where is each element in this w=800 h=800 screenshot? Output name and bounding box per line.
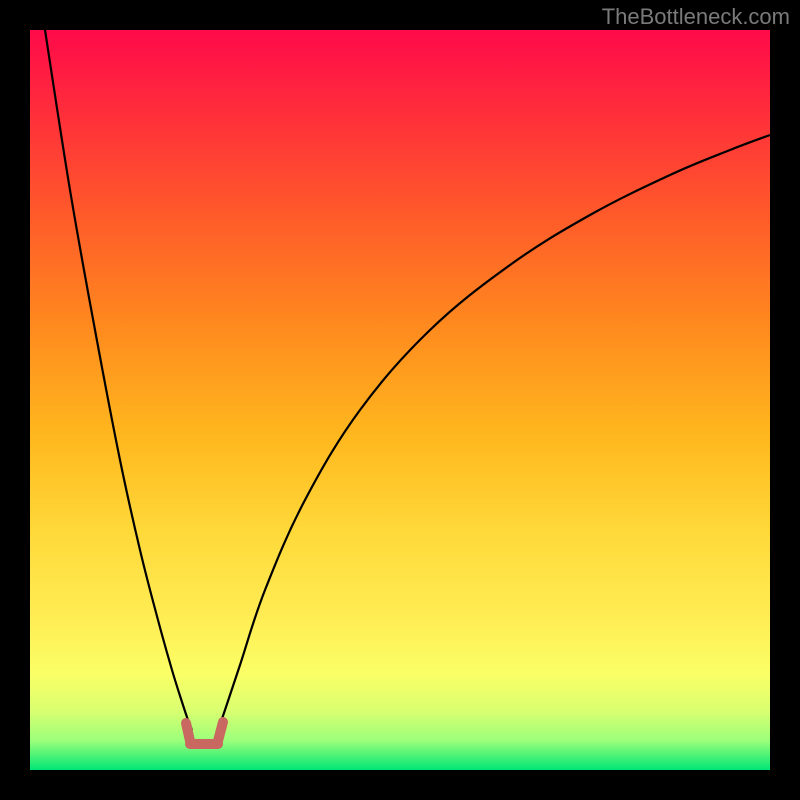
chart-frame [30,30,770,770]
curve-left [45,30,192,730]
watermark-text: TheBottleneck.com [602,4,790,30]
curve-right [218,135,770,730]
valley-marker-0 [186,723,190,741]
chart-stage: TheBottleneck.com [0,0,800,800]
chart-curves-svg [30,30,770,770]
valley-marker-2 [218,722,223,741]
